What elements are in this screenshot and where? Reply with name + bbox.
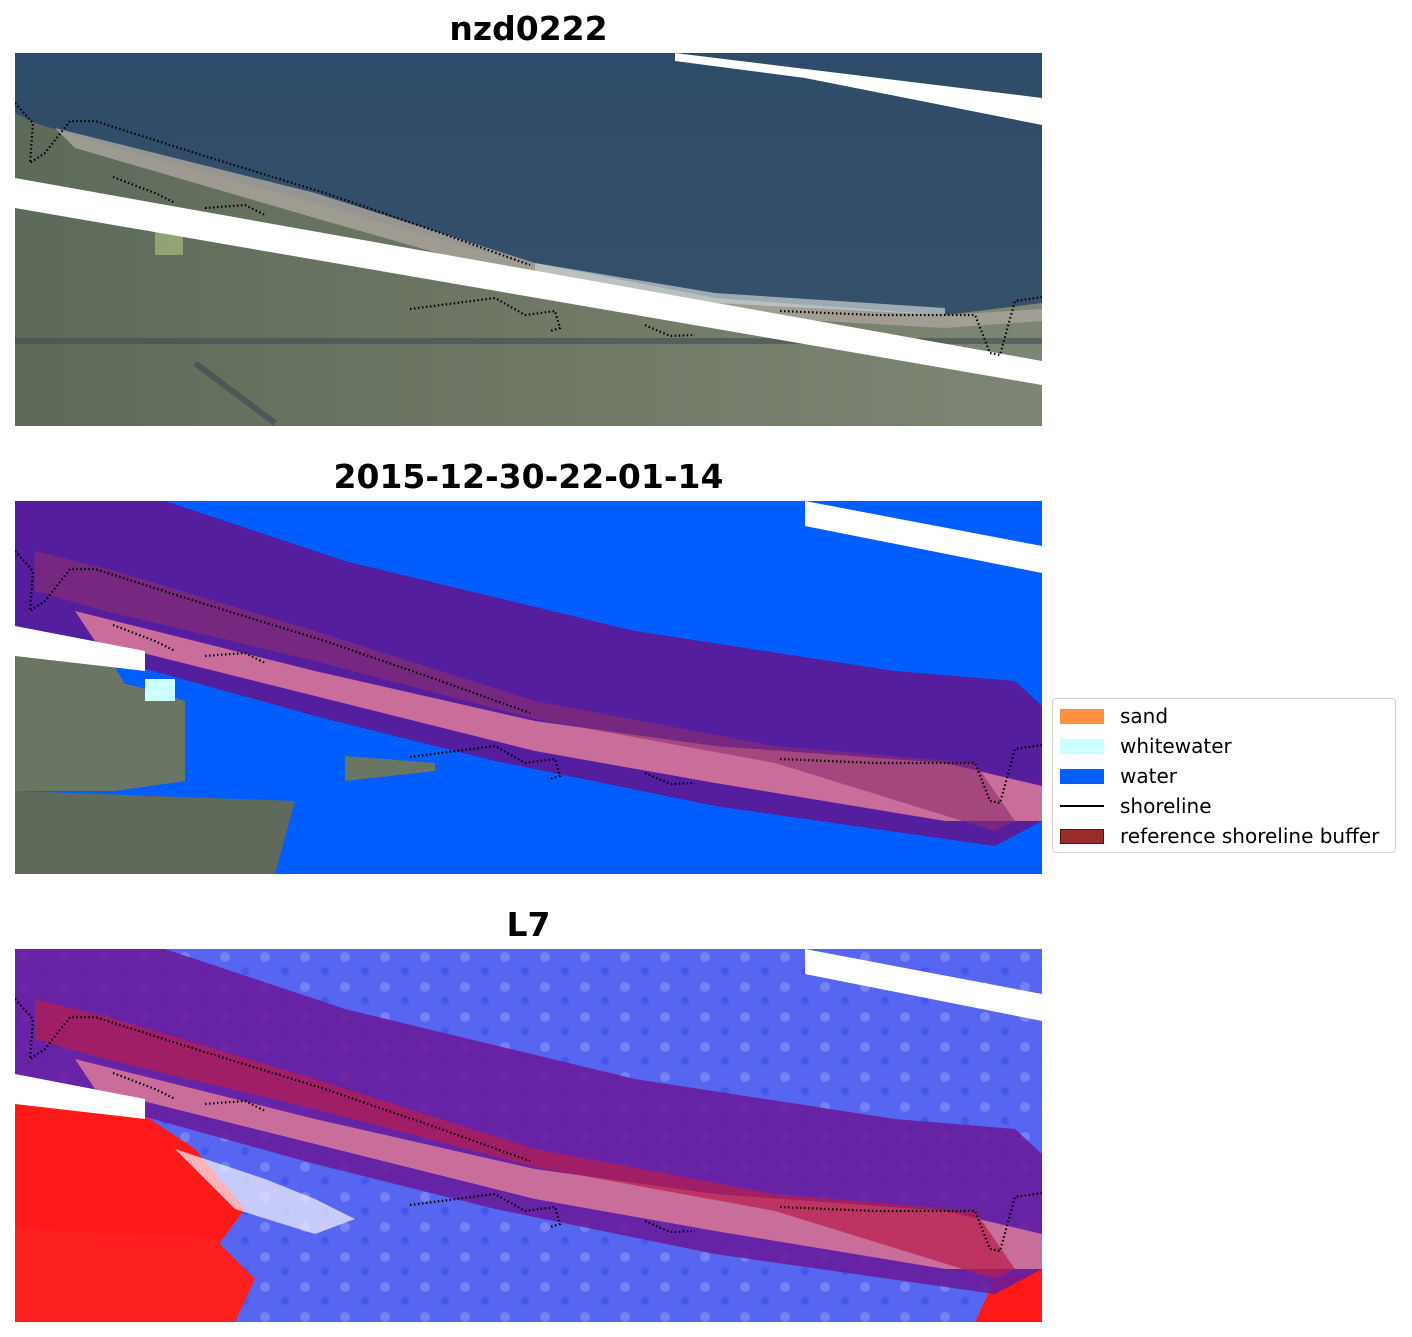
surf-band xyxy=(535,263,945,315)
sand-swatch xyxy=(1060,708,1104,724)
shoreline-line-swatch xyxy=(1060,805,1104,807)
no-data-stripe-top xyxy=(675,53,1042,125)
shoreline-dots xyxy=(15,998,1042,1253)
shoreline-dots xyxy=(15,102,1042,357)
no-data-stripe xyxy=(15,1074,145,1119)
panel-title-satellite: L7 xyxy=(506,905,551,944)
no-data-stripe-top xyxy=(805,501,1042,573)
legend-label: water xyxy=(1120,764,1177,788)
panel-title-date: 2015-12-30-22-01-14 xyxy=(333,457,724,496)
rgb-image-panel xyxy=(15,53,1042,426)
no-data-stripe xyxy=(15,626,145,671)
legend-label: reference shoreline buffer xyxy=(1120,824,1380,848)
no-data-stripe-top xyxy=(805,949,1042,1021)
classified-image-panel xyxy=(15,501,1042,874)
classified-image xyxy=(15,501,1042,874)
water-swatch xyxy=(1060,768,1104,784)
legend-item-shoreline: shoreline xyxy=(1060,794,1212,818)
legend-label: sand xyxy=(1120,704,1169,728)
buffer-swatch xyxy=(1060,828,1104,844)
ocean-area xyxy=(15,53,1042,315)
water-index-image xyxy=(15,949,1042,1322)
legend-item-water: water xyxy=(1060,764,1177,788)
rgb-image xyxy=(15,53,1042,426)
shoreline-dots xyxy=(15,550,1042,805)
legend: sand whitewater water shoreline referenc… xyxy=(1052,698,1396,853)
legend-item-reference-buffer: reference shoreline buffer xyxy=(1060,824,1380,848)
legend-label: whitewater xyxy=(1120,734,1232,758)
legend-label: shoreline xyxy=(1120,794,1212,818)
legend-item-whitewater: whitewater xyxy=(1060,734,1232,758)
legend-item-sand: sand xyxy=(1060,704,1169,728)
water-index-panel xyxy=(15,949,1042,1322)
whitewater-swatch xyxy=(1060,738,1104,754)
no-data-stripe xyxy=(15,178,1042,385)
panel-title-rgb: nzd0222 xyxy=(449,9,608,48)
